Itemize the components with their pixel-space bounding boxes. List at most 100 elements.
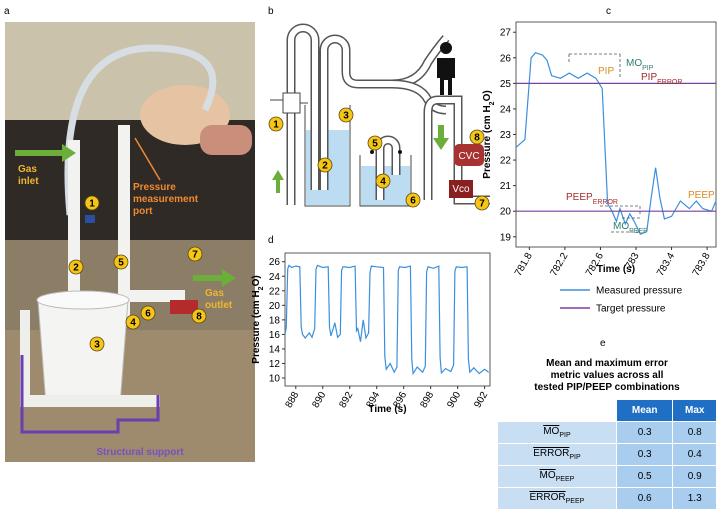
text-part: Pressure (cm H: [482, 105, 493, 178]
value-cell: 0.6: [615, 487, 674, 510]
value-cell: 0.9: [672, 465, 717, 488]
row-label: MOPIP: [497, 421, 617, 444]
y-tick-label: 21: [500, 181, 512, 192]
title-line: Mean and maximum error: [546, 358, 668, 369]
photo-label: Gas: [18, 164, 37, 175]
bucket: [37, 299, 129, 406]
badge-number: 7: [479, 199, 485, 210]
subscript: PIP: [642, 65, 654, 72]
tank: [359, 155, 412, 207]
pipe-inner: [288, 25, 318, 205]
number-badge: [191, 308, 207, 324]
x-tick-label: 900: [445, 390, 463, 410]
badge-number: 4: [380, 177, 386, 188]
value-cell: 0.3: [615, 443, 674, 466]
badge-number: 2: [73, 263, 79, 274]
table-row: MOPEEP 0.5 0.9: [497, 465, 717, 488]
panel-label: b: [268, 6, 274, 17]
text-part: O): [251, 275, 262, 286]
subscript: 2: [258, 286, 265, 290]
person-body: [437, 58, 455, 95]
badge-number: 1: [273, 120, 279, 131]
y-tick-label: 24: [269, 272, 281, 283]
label-subscript: PIP: [559, 432, 571, 439]
x-tick-label: 783.8: [691, 251, 713, 279]
valve-handle: [85, 215, 95, 223]
text-part: PEEP: [688, 190, 715, 201]
text-part: MO: [613, 221, 629, 232]
y-tick-label: 14: [269, 344, 281, 355]
pvc-pipe: [68, 140, 80, 305]
value-cell: 0.5: [615, 465, 674, 488]
y-tick-label: 22: [269, 286, 281, 297]
y-tick-label: 20: [500, 207, 512, 218]
number-badge: [405, 192, 421, 208]
outlet-arrow: [193, 269, 236, 287]
number-badge: [113, 254, 129, 270]
badge-number: 8: [196, 312, 202, 323]
number-badge: [140, 305, 156, 321]
annotation: PEEPERROR: [566, 192, 618, 206]
value-cell: 0.8: [672, 421, 717, 444]
label-text: MO: [539, 470, 556, 481]
legend-label: Target pressure: [596, 304, 666, 315]
label-subscript: PEEP: [555, 476, 575, 483]
legend-label: Measured pressure: [596, 286, 683, 297]
photo-label: outlet: [205, 300, 233, 311]
value-cell: 0.4: [672, 443, 717, 466]
subscript: ERROR: [657, 79, 682, 86]
number-badge: [474, 195, 490, 211]
title-line: metric values across all: [550, 370, 664, 381]
badge-number: 3: [343, 111, 349, 122]
y-axis-title: Pressure (cm H2O): [251, 275, 265, 363]
label-text: ERROR: [533, 448, 570, 459]
y-tick-label: 18: [269, 315, 281, 326]
x-tick-label: 781.8: [513, 251, 535, 279]
x-tick-label: 898: [418, 390, 436, 410]
annotation: MOPEEP: [613, 221, 648, 235]
annotation: PIPERROR: [641, 72, 682, 86]
badge-number: 5: [372, 139, 378, 150]
plot-frame: [515, 21, 717, 248]
number-badge: [338, 107, 354, 123]
bucket-rim: [36, 290, 130, 310]
x-axis-title: Time (s): [597, 264, 635, 275]
x-tick-label: 782.2: [548, 251, 570, 279]
subscript: ERROR: [593, 199, 618, 206]
vco-label: Vco: [452, 184, 470, 195]
badge-number: 6: [145, 309, 151, 320]
table-row: ERRORPEEP 0.6 1.3: [497, 487, 717, 510]
data-line: [284, 264, 490, 376]
label-subscript: PEEP: [565, 498, 585, 505]
label-text: MO: [543, 426, 560, 437]
badge-number: 5: [118, 258, 124, 269]
badge-number: 1: [89, 199, 95, 210]
row-label: MOPEEP: [497, 465, 617, 488]
badge-number: 8: [474, 133, 480, 144]
person-head: [440, 42, 452, 54]
y-tick-label: 26: [500, 53, 512, 64]
annotation: PIP: [598, 66, 614, 77]
y-tick-label: 22: [500, 156, 512, 167]
panel-label: e: [600, 338, 606, 349]
badge-number: 4: [130, 318, 136, 329]
y-tick-label: 25: [500, 79, 512, 90]
x-tick-label: 783.4: [655, 251, 677, 279]
y-axis-title: Pressure (cm H2O): [482, 90, 496, 178]
row-label: ERRORPIP: [497, 443, 617, 466]
panel-label: d: [268, 235, 274, 246]
y-tick-label: 12: [269, 359, 281, 370]
number-badge: [469, 129, 485, 145]
y-tick-label: 26: [269, 257, 281, 268]
pvc-pipe: [125, 290, 185, 302]
panel-label: a: [4, 6, 10, 17]
table-row: ERRORPIP 0.3 0.4: [497, 443, 717, 466]
text-part: Pressure (cm H: [251, 290, 262, 363]
pipe-inner: [425, 97, 490, 203]
flow-arrow: [433, 125, 449, 150]
tank: [304, 105, 351, 207]
header-cell: Mean: [615, 399, 674, 422]
number-badge: [125, 314, 141, 330]
cvc-label: CVC: [458, 151, 479, 162]
photo-label: Pressure: [133, 182, 176, 193]
